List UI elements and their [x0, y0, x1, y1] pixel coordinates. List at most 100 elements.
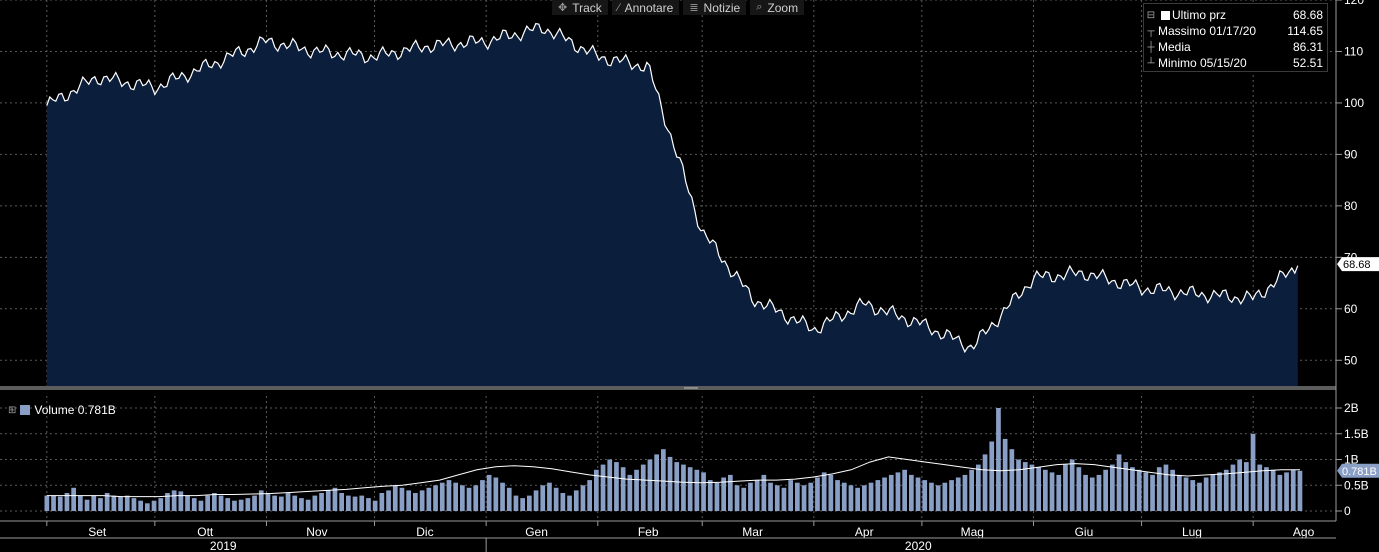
volume-bar: [57, 496, 63, 511]
average-marker-icon: ┼: [1147, 41, 1155, 53]
volume-bar: [982, 454, 988, 511]
volume-bar: [527, 495, 532, 511]
volume-bar: [754, 480, 760, 511]
x-axis-month-label: Dic: [416, 525, 433, 539]
volume-bar: [1163, 464, 1169, 511]
x-axis-month-label: Gen: [525, 525, 548, 539]
legend-row-last[interactable]: ⊟ Ultimo prz 68.68: [1144, 7, 1323, 23]
volume-bar: [352, 496, 358, 511]
volume-bar: [205, 495, 210, 511]
volume-bar: [419, 490, 425, 511]
volume-bar: [366, 498, 371, 511]
volume-bar: [339, 493, 344, 511]
crosshair-icon: ✥: [558, 2, 568, 14]
volume-bar: [1089, 477, 1095, 511]
volume-bar: [500, 482, 505, 511]
volume-bar: [888, 474, 894, 511]
last-volume-label: 0.781B: [1342, 466, 1377, 478]
volume-axis-label: 0.5B: [1344, 478, 1369, 492]
volume-bar: [51, 495, 56, 511]
volume-bar: [915, 477, 921, 511]
legend-row-low[interactable]: ┴ Minimo 05/15/20 52.51: [1144, 55, 1323, 71]
volume-bar: [372, 500, 378, 511]
volume-bar: [942, 482, 948, 511]
x-axis-month-label: Mar: [742, 525, 763, 539]
legend-avg-value: 86.31: [1292, 40, 1323, 54]
track-button[interactable]: ✥ Track: [552, 0, 608, 15]
volume-bar: [118, 496, 123, 511]
volume-bar: [935, 485, 941, 512]
price-line: [46, 22, 1299, 354]
zoom-button[interactable]: ⌕ Zoom: [750, 0, 805, 15]
price-axis-label: 100: [1344, 96, 1364, 110]
volume-bar: [962, 474, 968, 511]
volume-bar: [185, 495, 190, 511]
year-label: 2019: [210, 539, 237, 552]
volume-bar: [895, 472, 901, 511]
annotate-label: Annotare: [624, 0, 674, 15]
legend-row-avg[interactable]: ┼ Media 86.31: [1144, 39, 1323, 55]
volume-bar: [728, 474, 733, 511]
volume-bar: [359, 495, 365, 511]
volume-bar: [540, 485, 546, 512]
volume-legend[interactable]: ⊞ Volume 0.781B: [8, 403, 116, 417]
volume-bar: [413, 493, 418, 511]
volume-bar: [78, 495, 83, 511]
legend-avg-label: Media: [1158, 40, 1191, 54]
volume-bar: [882, 477, 887, 511]
volume-bar: [976, 464, 981, 511]
volume-bar: [198, 500, 204, 511]
volume-bar: [218, 495, 224, 511]
volume-bar: [701, 472, 706, 511]
volume-bar: [1123, 462, 1129, 511]
volume-bar: [426, 487, 432, 511]
volume-bar: [828, 474, 834, 511]
magnifier-icon: ⌕: [756, 1, 763, 13]
volume-bar: [1150, 474, 1155, 511]
collapse-icon[interactable]: ⊟: [1146, 9, 1156, 21]
volume-bar: [868, 482, 874, 511]
volume-bar: [1130, 467, 1135, 511]
volume-bar: [681, 464, 686, 511]
volume-bar: [909, 474, 914, 511]
volume-bar: [473, 485, 479, 512]
x-axis-month-label: Lug: [1182, 525, 1202, 539]
volume-bar: [232, 500, 237, 511]
volume-bar: [1009, 449, 1015, 511]
expand-icon[interactable]: ⊞: [8, 404, 17, 416]
volume-bar: [788, 480, 793, 511]
volume-bar: [1190, 480, 1196, 511]
news-button[interactable]: ≣ Notizie: [683, 0, 747, 15]
legend-row-high[interactable]: ┬ Massimo 01/17/20 114.65: [1144, 23, 1323, 39]
high-marker-icon: ┬: [1147, 25, 1155, 37]
volume-bar: [1076, 467, 1082, 511]
price-axis-label: 50: [1344, 353, 1358, 367]
annotate-button[interactable]: ∕ Annotare: [611, 0, 680, 15]
x-axis-month-label: Set: [88, 525, 107, 539]
volume-bar: [171, 490, 177, 511]
pencil-icon: ∕: [617, 1, 620, 14]
year-label: 2020: [905, 539, 932, 552]
volume-bar: [1056, 474, 1062, 511]
volume-bar: [91, 495, 97, 511]
last-volume-marker: [1337, 463, 1379, 478]
volume-bar: [553, 487, 559, 511]
volume-bar: [560, 493, 566, 511]
volume-bar: [1264, 467, 1269, 511]
volume-bar: [573, 490, 579, 511]
volume-bar: [285, 493, 291, 511]
volume-bar: [252, 495, 257, 511]
volume-bar: [969, 469, 974, 511]
volume-bar: [520, 498, 525, 511]
volume-bar: [1197, 482, 1202, 511]
volume-bar: [386, 490, 391, 511]
volume-bar: [433, 485, 438, 512]
volume-bar: [848, 485, 854, 512]
volume-bar: [292, 495, 298, 511]
volume-bar: [640, 464, 646, 511]
volume-bar: [506, 487, 512, 511]
volume-bar: [258, 490, 264, 511]
volume-bar: [855, 487, 860, 511]
volume-bar: [460, 485, 465, 512]
volume-bar: [835, 480, 840, 511]
